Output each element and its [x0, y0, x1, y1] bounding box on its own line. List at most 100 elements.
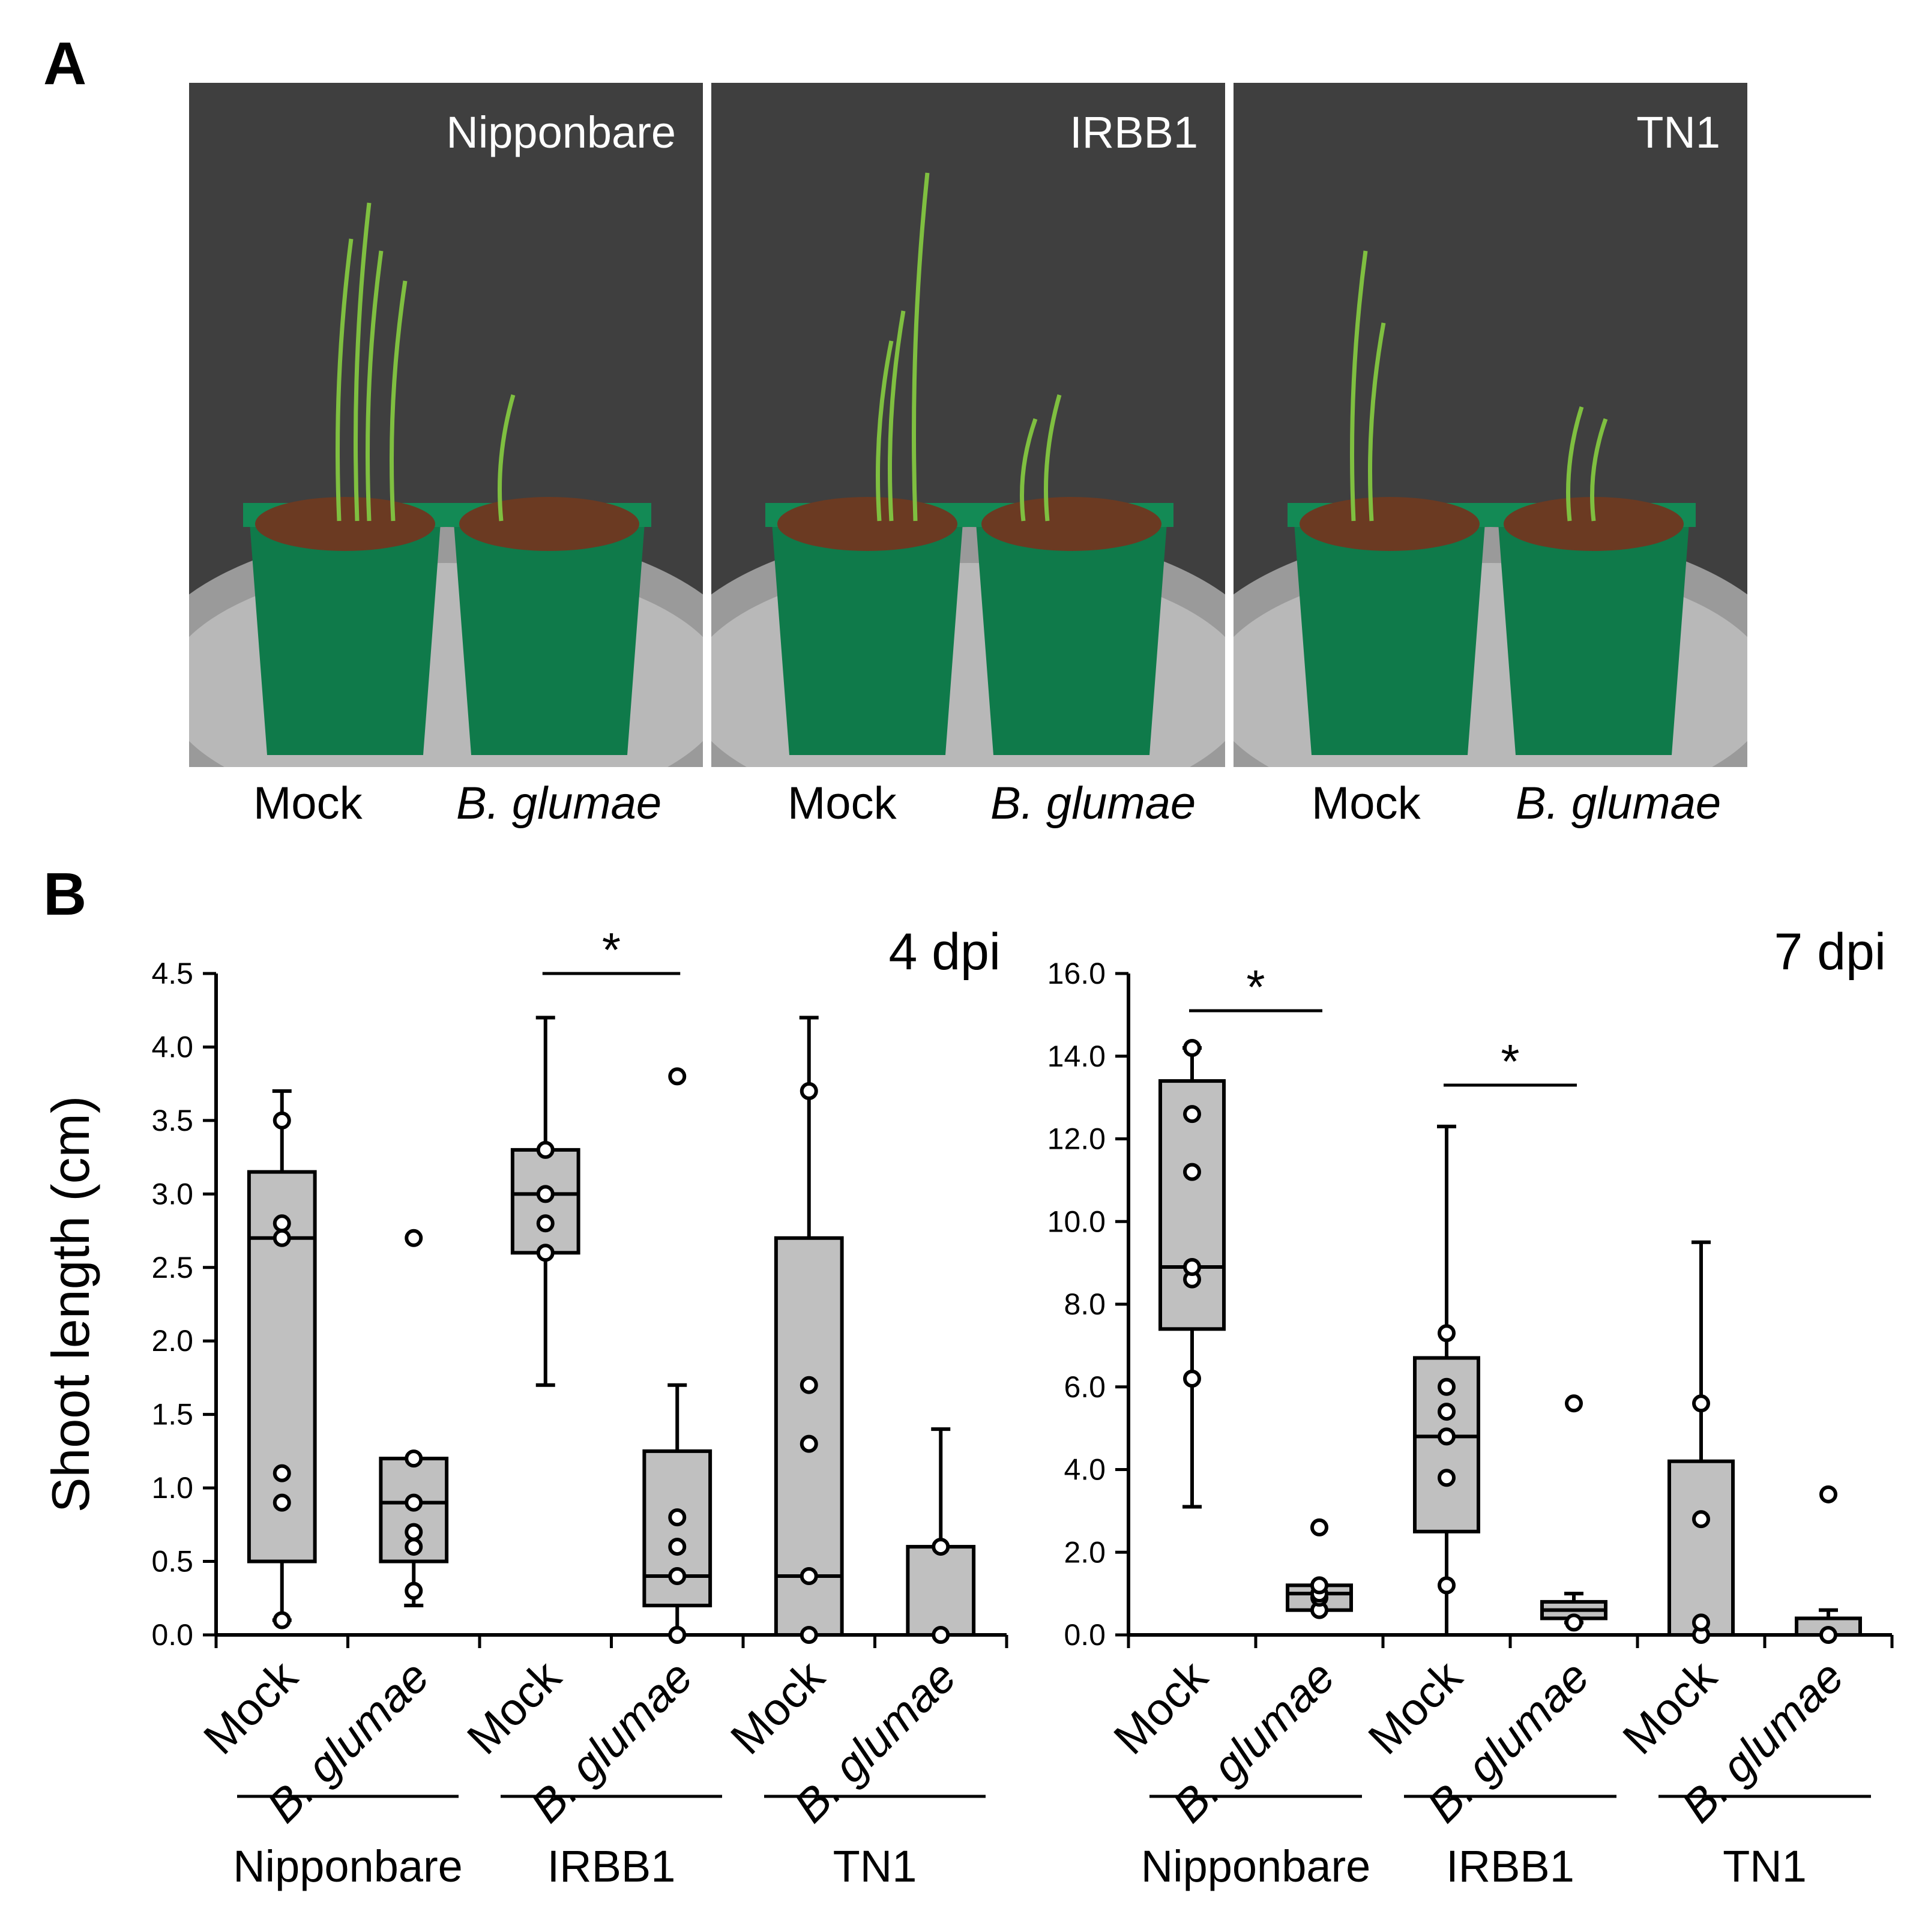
- box-group: [774, 1016, 844, 1644]
- data-point: [1183, 1163, 1201, 1181]
- photo-cultivar-label: Nipponbare: [446, 107, 676, 157]
- y-tick-label: 16.0: [1047, 957, 1106, 990]
- leaf-image: [336, 238, 354, 522]
- group-label: IRBB1: [1446, 1841, 1574, 1891]
- y-tick-label: 0.5: [151, 1545, 193, 1578]
- data-point: [1438, 1427, 1456, 1446]
- leaf-image: [498, 394, 516, 522]
- x-category-label: Mock: [721, 1651, 834, 1764]
- data-point: [1565, 1613, 1583, 1632]
- leaf-image: [888, 310, 906, 522]
- y-tick-label: 2.0: [1064, 1535, 1106, 1569]
- y-tick-label: 1.5: [151, 1398, 193, 1431]
- box-group: [1286, 1518, 1353, 1619]
- box: [906, 1545, 976, 1637]
- photo-treatment-mock: Mock: [788, 778, 897, 829]
- data-point: [273, 1464, 291, 1482]
- y-tick-label: 4.0: [151, 1030, 193, 1064]
- leaf-image: [354, 202, 372, 522]
- box: [1667, 1459, 1735, 1637]
- data-point: [536, 1214, 555, 1233]
- data-point: [800, 1567, 818, 1586]
- photo-treatment-bglumae: B. glumae: [990, 778, 1196, 829]
- data-point: [1438, 1403, 1456, 1421]
- significance-star: *: [1501, 1035, 1519, 1088]
- photo-treatment-mock: Mock: [1312, 778, 1421, 829]
- data-point: [932, 1626, 950, 1644]
- box-group: [642, 1067, 712, 1644]
- leaf-image: [1590, 418, 1608, 522]
- data-point: [405, 1581, 423, 1600]
- x-category-label: Mock: [1359, 1651, 1472, 1764]
- chart-7dpi: 0.0 2.0 4.0 6.0 8.0 10.0 12.0 14.0 16.0 7 dpi * * Mo…: [1047, 923, 1894, 1891]
- box-group: [1158, 1038, 1226, 1509]
- pot-image: [975, 515, 1167, 755]
- group-label: IRBB1: [547, 1841, 676, 1891]
- pot-image: [249, 515, 441, 755]
- panel-b-label: B: [43, 861, 87, 928]
- data-point: [1438, 1377, 1456, 1396]
- data-point: [1183, 1105, 1201, 1124]
- y-tick-label: 4.5: [151, 957, 193, 990]
- leaf-image: [912, 172, 930, 522]
- data-point: [273, 1229, 291, 1247]
- data-point: [668, 1626, 687, 1644]
- data-point: [800, 1082, 818, 1100]
- data-point: [1183, 1369, 1201, 1388]
- data-point: [1310, 1518, 1328, 1536]
- box-group: [906, 1427, 976, 1644]
- leaf-image: [1350, 250, 1368, 522]
- y-tick-label: 0.0: [151, 1618, 193, 1652]
- pot-image: [453, 515, 645, 755]
- box-group: [1540, 1394, 1607, 1632]
- x-category-label: Mock: [194, 1651, 307, 1764]
- leaf-image: [1044, 394, 1062, 522]
- leaf-image: [390, 280, 408, 522]
- box-group: [1667, 1240, 1735, 1644]
- photo-cultivar-label: IRBB1: [1070, 107, 1198, 157]
- data-point: [800, 1434, 818, 1453]
- soil-image: [777, 497, 957, 551]
- y-tick-label: 8.0: [1064, 1287, 1106, 1321]
- leaf-image: [366, 250, 384, 522]
- y-tick-label: 10.0: [1047, 1205, 1106, 1238]
- panel-a-label: A: [43, 30, 87, 97]
- data-point: [1565, 1394, 1583, 1413]
- data-point: [273, 1214, 291, 1233]
- y-tick-label: 4.0: [1064, 1453, 1106, 1487]
- photo-treatment-bglumae: B. glumae: [1516, 778, 1722, 829]
- soil-image: [1300, 497, 1480, 551]
- data-point: [1438, 1576, 1456, 1595]
- data-point: [405, 1229, 423, 1247]
- data-point: [1183, 1258, 1201, 1277]
- y-tick-label: 1.0: [151, 1471, 193, 1505]
- data-point: [800, 1626, 818, 1644]
- data-point: [1438, 1324, 1456, 1343]
- soil-image: [459, 497, 639, 551]
- y-tick-label: 6.0: [1064, 1370, 1106, 1404]
- data-point: [405, 1538, 423, 1556]
- data-point: [1438, 1469, 1456, 1487]
- photo-treatment-bglumae: B. glumae: [456, 778, 662, 829]
- group-label: TN1: [833, 1841, 917, 1891]
- chart-title: 7 dpi: [1774, 923, 1887, 981]
- data-point: [405, 1493, 423, 1512]
- photo-cultivar-label: TN1: [1636, 107, 1720, 157]
- significance-star: *: [602, 923, 621, 977]
- group-label: TN1: [1723, 1841, 1807, 1891]
- soil-image: [1504, 497, 1684, 551]
- photo-tn1: TN1: [1234, 83, 1747, 767]
- data-point: [1692, 1510, 1710, 1529]
- leaf-image: [876, 340, 894, 522]
- box-group: [247, 1089, 317, 1630]
- data-point: [1819, 1626, 1837, 1644]
- significance-star: *: [1246, 960, 1265, 1014]
- y-tick-label: 2.5: [151, 1251, 193, 1284]
- leaf-image: [1020, 418, 1038, 522]
- leaf-image: [1566, 406, 1584, 522]
- plant-photo-image: [711, 83, 1225, 767]
- data-point: [405, 1523, 423, 1541]
- plant-photo-image: [189, 83, 703, 767]
- data-point: [1692, 1613, 1710, 1632]
